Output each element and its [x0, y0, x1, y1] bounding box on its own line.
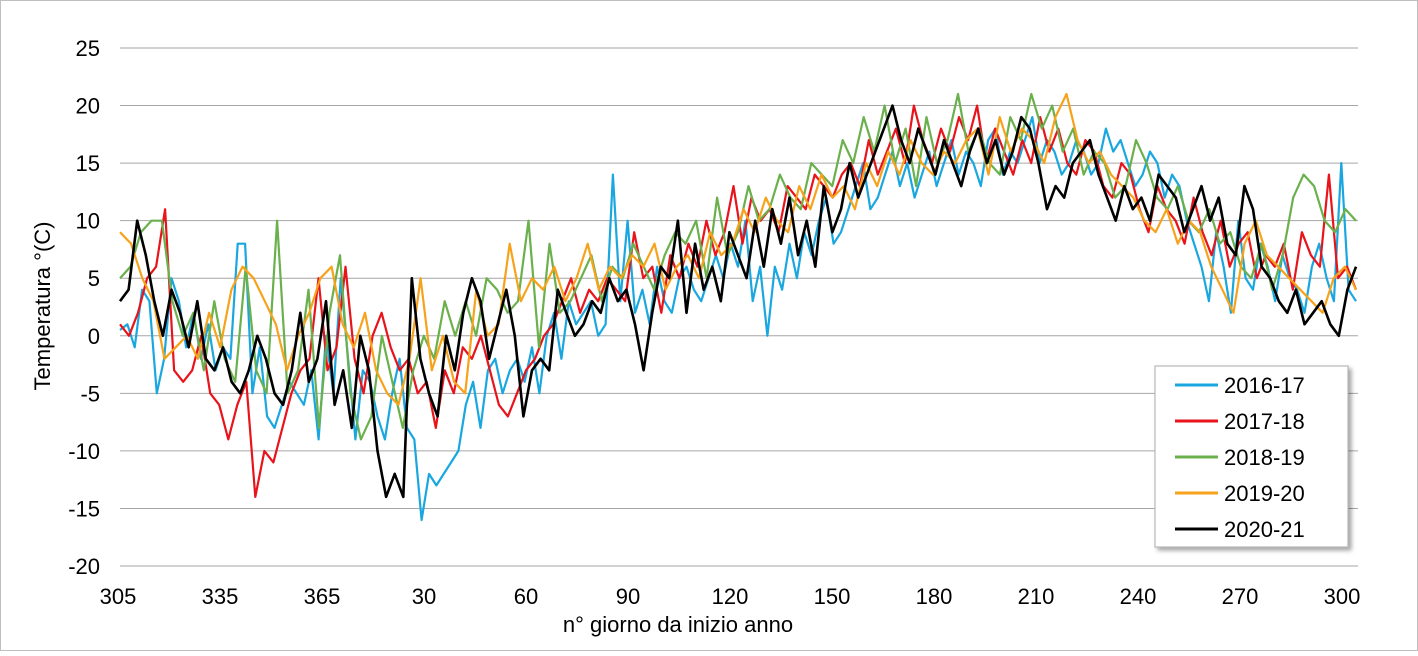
x-tick-label: 90 [616, 584, 640, 609]
x-axis-title: n° giorno da inizio anno [563, 612, 793, 637]
legend: 2016-17 2017-18 2018-19 2019-20 2020-21 [1154, 365, 1349, 548]
x-tick-label: 305 [100, 584, 137, 609]
y-tick-label: -10 [68, 439, 100, 464]
series-line-2019-20 [119, 92, 1357, 406]
legend-label: 2017-18 [1224, 409, 1305, 434]
y-tick-label: 10 [76, 209, 100, 234]
x-tick-label: 240 [1120, 584, 1157, 609]
x-tick-label: 60 [514, 584, 538, 609]
x-tick-label: 30 [412, 584, 436, 609]
x-tick-label: 365 [304, 584, 341, 609]
legend-label: 2018-19 [1224, 445, 1305, 470]
y-tick-label: 5 [88, 266, 100, 291]
series-line-2018-19 [119, 92, 1357, 441]
x-tick-label: 180 [916, 584, 953, 609]
y-tick-label: 0 [88, 324, 100, 349]
y-tick-label: 15 [76, 151, 100, 176]
x-tick-label: 300 [1324, 584, 1361, 609]
series-line-2020-21 [118, 104, 1358, 499]
y-tick-label: 20 [76, 94, 100, 119]
y-tick-label: -5 [80, 381, 100, 406]
x-tick-label: 335 [202, 584, 239, 609]
x-tick-label: 120 [712, 584, 749, 609]
series-line-2016-17 [119, 115, 1357, 522]
x-tick-label: 150 [814, 584, 851, 609]
series-lines [118, 92, 1358, 522]
y-tick-label: 25 [76, 36, 100, 61]
x-tick-label: 270 [1222, 584, 1259, 609]
y-tick-labels: -20 -15 -10 -5 0 5 10 15 20 25 [68, 36, 100, 579]
x-tick-label: 210 [1018, 584, 1055, 609]
legend-label: 2019-20 [1224, 481, 1305, 506]
x-tick-labels: 305 335 365 30 60 90 120 150 180 210 240 270 300 [100, 584, 1361, 609]
y-axis-title: Temperatura °(C) [30, 222, 55, 391]
y-tick-label: -20 [68, 554, 100, 579]
legend-label: 2016-17 [1224, 373, 1305, 398]
y-tick-label: -15 [68, 496, 100, 521]
legend-label: 2020-21 [1224, 517, 1305, 542]
